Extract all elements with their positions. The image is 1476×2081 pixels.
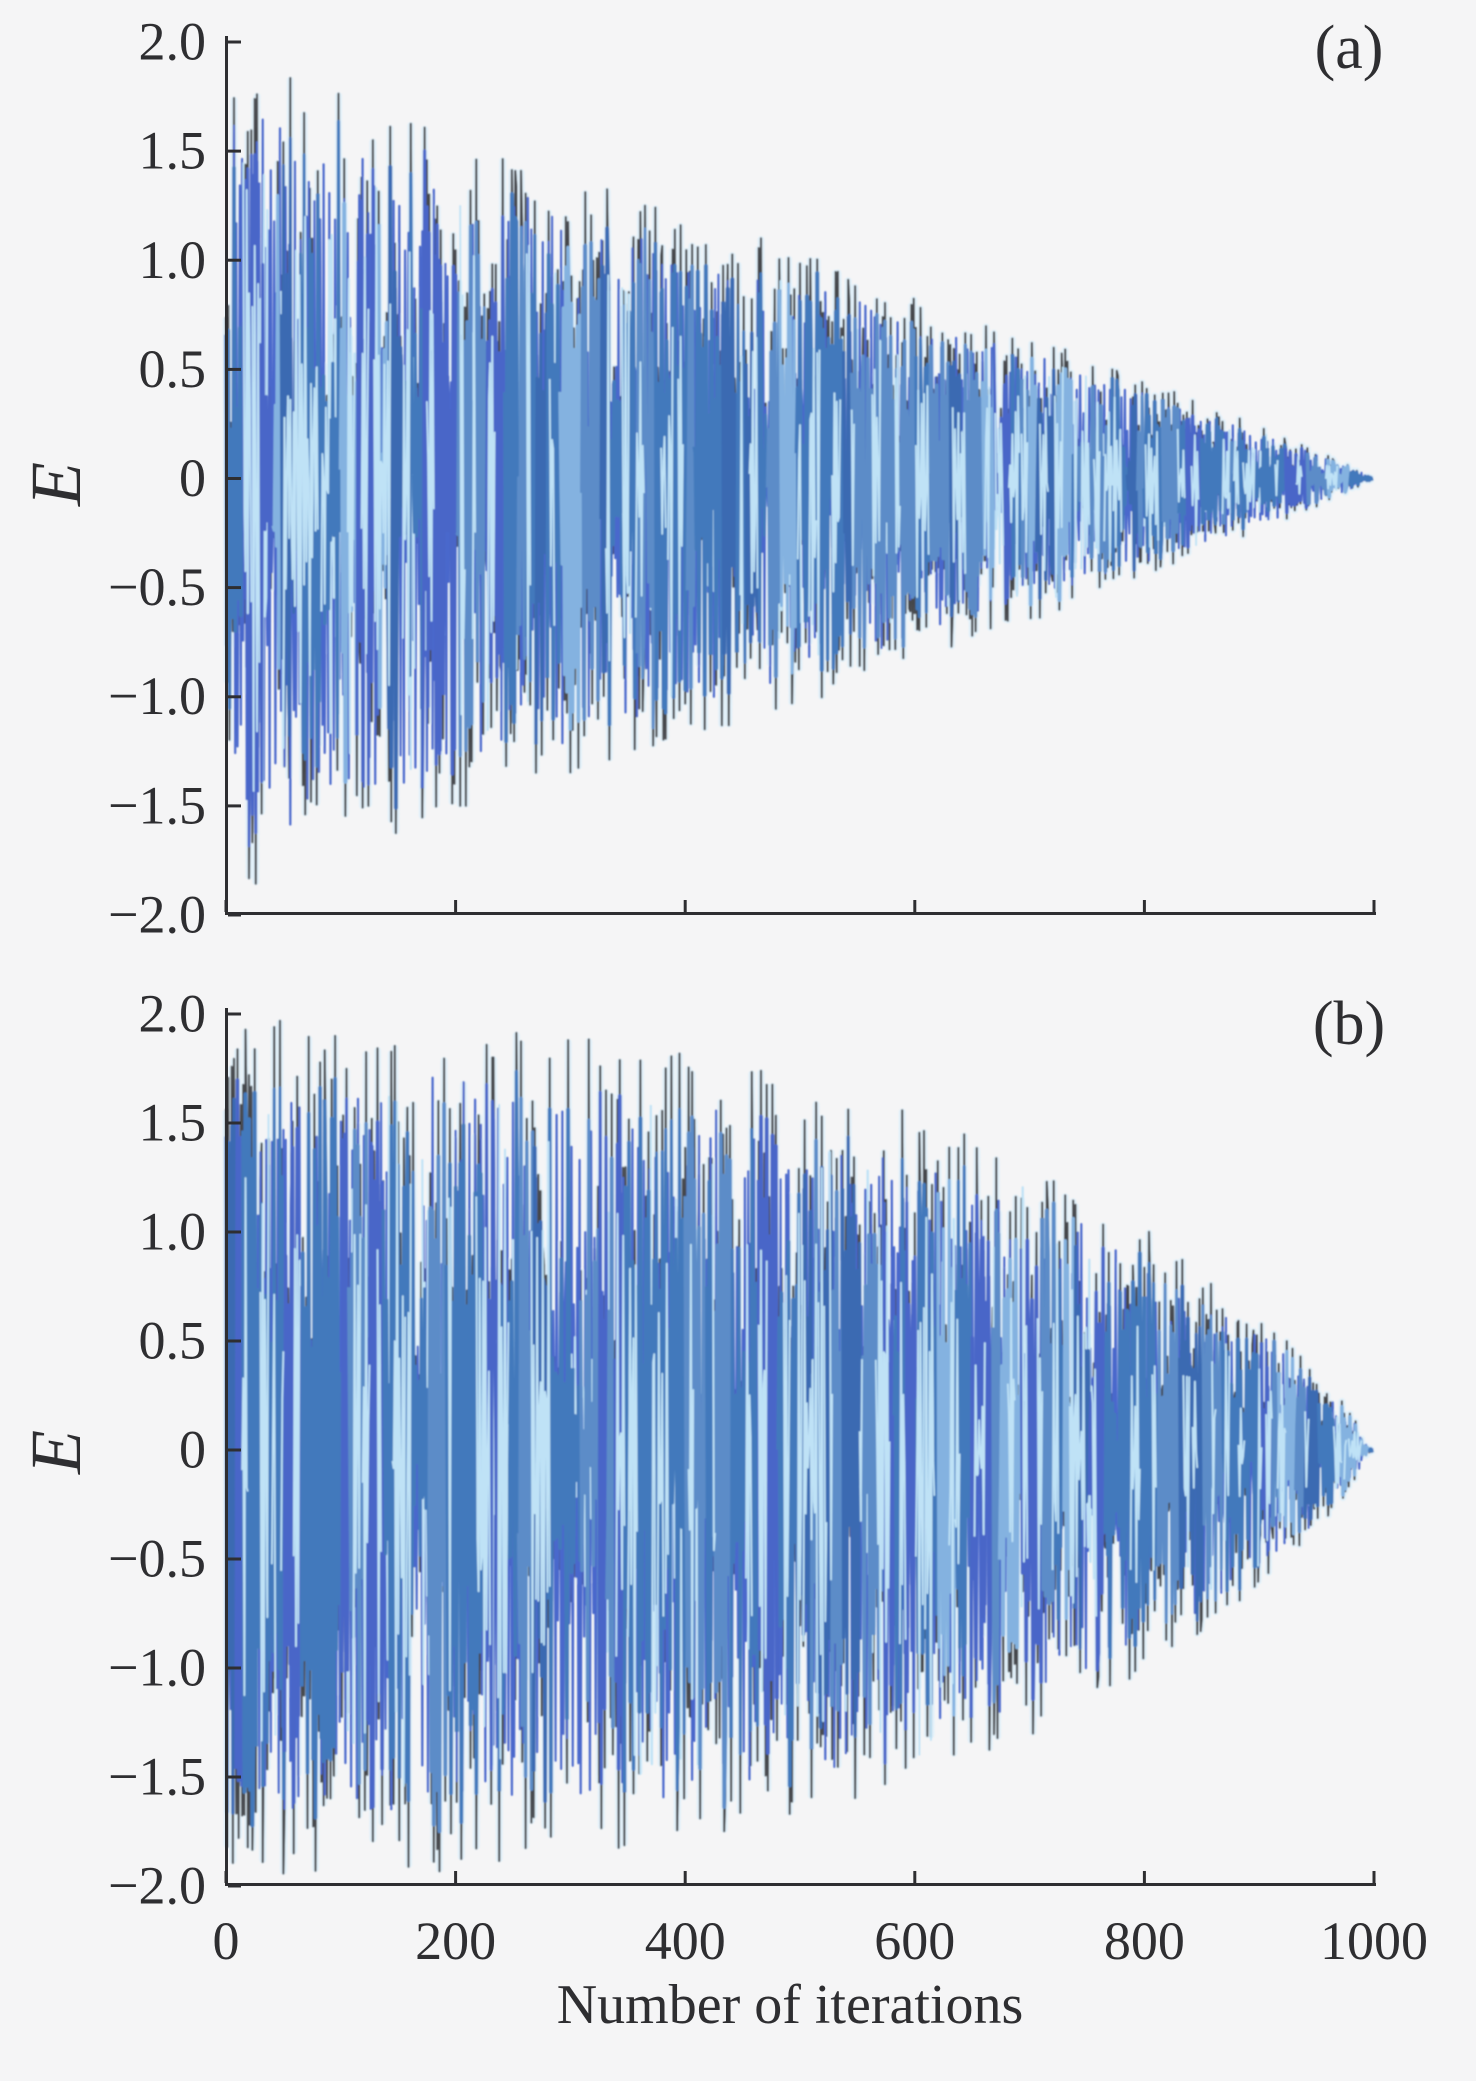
svg-text:0: 0 [213,1911,240,1971]
svg-text:−0.5: −0.5 [108,557,206,617]
svg-text:0.5: 0.5 [139,1311,207,1371]
svg-text:600: 600 [874,1911,955,1971]
svg-text:1.5: 1.5 [139,121,207,181]
svg-text:1.0: 1.0 [139,1202,207,1262]
svg-text:200: 200 [415,1911,496,1971]
svg-text:1000: 1000 [1320,1911,1428,1971]
svg-text:−2.0: −2.0 [108,885,206,945]
svg-text:E: E [16,462,96,507]
svg-text:Number of iterations: Number of iterations [557,1974,1024,2036]
svg-text:−2.0: −2.0 [108,1856,206,1916]
svg-text:0: 0 [179,1420,206,1480]
svg-text:−0.5: −0.5 [108,1529,206,1589]
svg-text:800: 800 [1104,1911,1185,1971]
svg-text:400: 400 [645,1911,726,1971]
svg-text:−1.0: −1.0 [108,1638,206,1698]
svg-text:2.0: 2.0 [139,12,207,72]
svg-text:1.0: 1.0 [139,230,207,290]
svg-text:(a): (a) [1315,14,1384,82]
svg-text:(b): (b) [1313,990,1385,1058]
svg-text:0: 0 [179,448,206,508]
svg-text:−1.5: −1.5 [108,775,206,835]
svg-text:1.5: 1.5 [139,1093,207,1153]
svg-text:E: E [16,1430,96,1475]
svg-text:0.5: 0.5 [139,339,207,399]
svg-text:−1.0: −1.0 [108,666,206,726]
svg-text:2.0: 2.0 [139,984,207,1044]
svg-text:−1.5: −1.5 [108,1747,206,1807]
